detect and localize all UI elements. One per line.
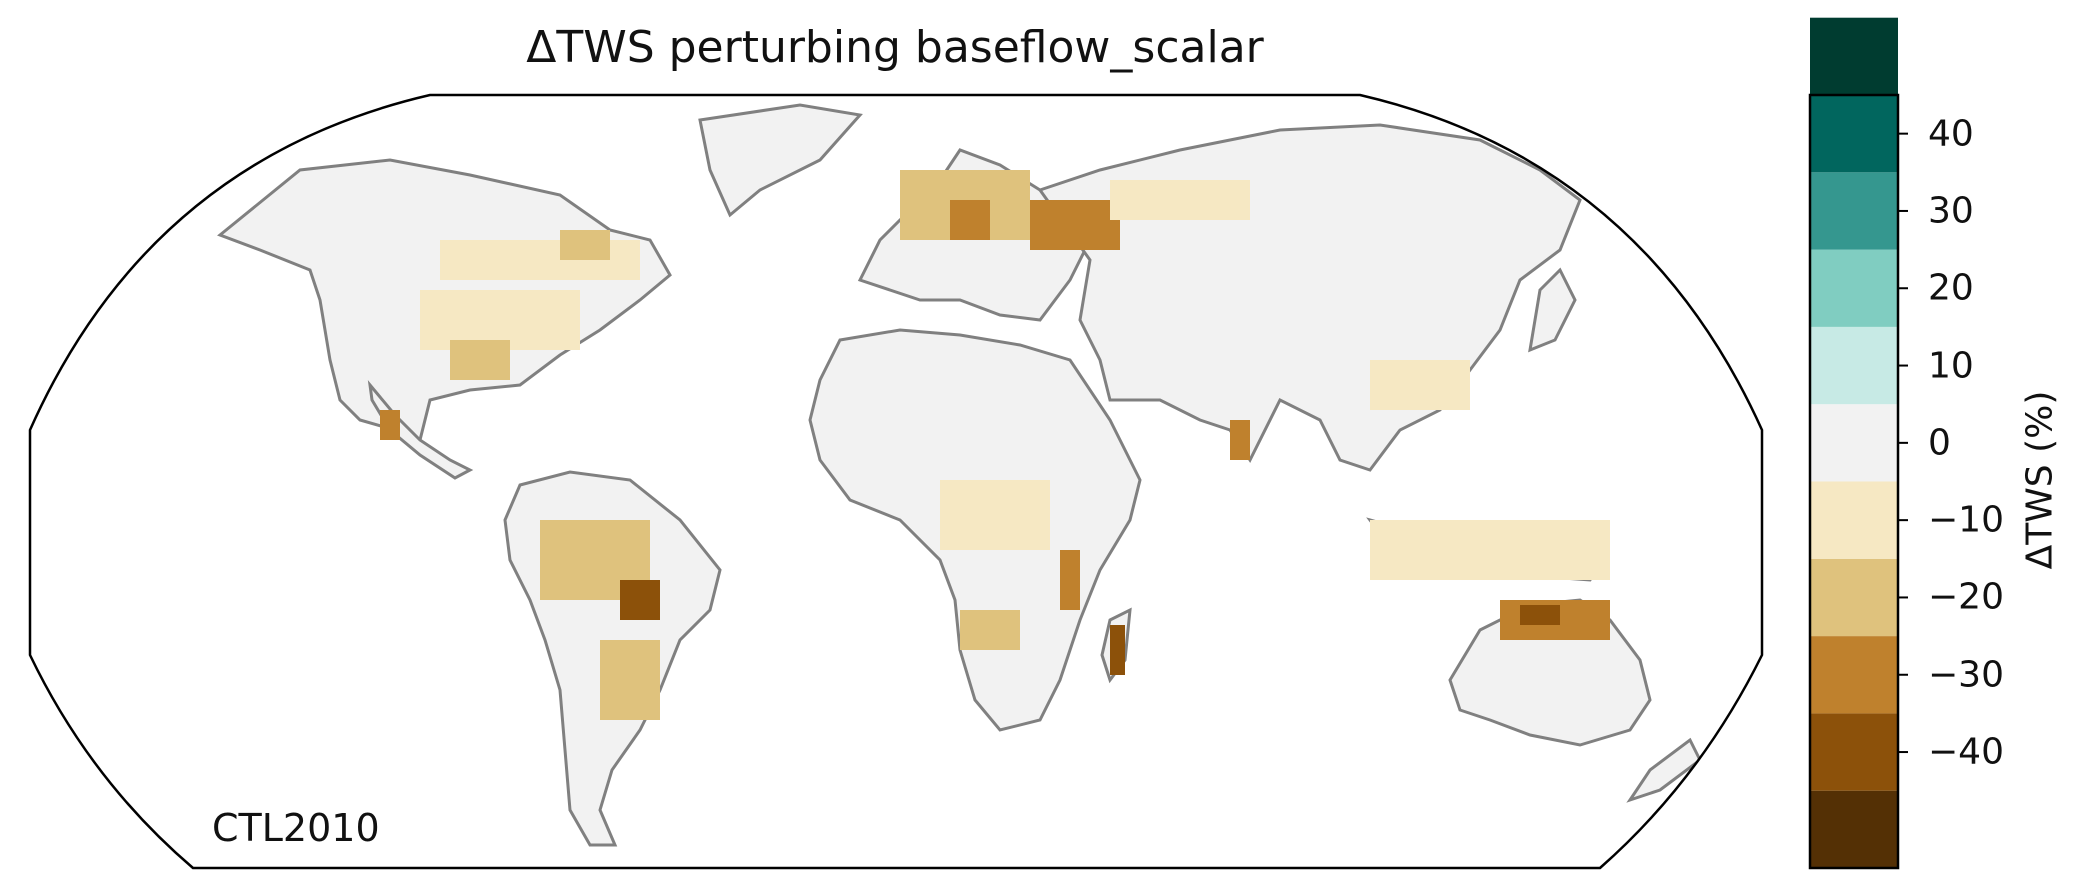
colorbar-bin	[1810, 404, 1898, 482]
anomaly-patch	[600, 640, 660, 720]
colorbar-bin	[1810, 790, 1898, 868]
colorbar-tick-label: 10	[1928, 345, 1974, 387]
colorbar-bin	[1810, 713, 1898, 791]
map-title: ΔTWS perturbing baseflow_scalar	[526, 22, 1264, 73]
colorbar-bin	[1810, 17, 1898, 96]
anomaly-patch	[1520, 605, 1560, 625]
map-content	[217, 103, 1702, 847]
colorbar-bin	[1810, 481, 1898, 559]
colorbar-bin	[1810, 558, 1898, 637]
land-greenland	[698, 103, 863, 218]
anomaly-patch	[380, 410, 400, 440]
map-boundary	[28, 93, 1764, 870]
experiment-label: CTL2010	[212, 806, 380, 850]
colorbar-tick-label: −40	[1928, 731, 2004, 773]
anomaly-patch	[1230, 420, 1250, 460]
colorbar-tick-label: 20	[1928, 267, 1974, 309]
colorbar-bin	[1810, 636, 1898, 714]
colorbar-bin	[1810, 95, 1898, 173]
colorbar-bin	[1810, 326, 1898, 405]
colorbar-tick-label: 0	[1928, 422, 1951, 464]
land-japan	[1528, 267, 1577, 353]
anomaly-patch	[1030, 200, 1120, 250]
colorbar-tick-label: 30	[1928, 190, 1974, 232]
colorbar-bin	[1810, 172, 1898, 250]
land-new-zealand	[1626, 737, 1702, 803]
colorbar-label: ΔTWS (%)	[2019, 390, 2061, 570]
anomaly-patch	[620, 580, 660, 620]
anomaly-patch	[1370, 360, 1470, 410]
anomaly-patch	[450, 340, 510, 380]
colorbar-tick-label: −10	[1928, 499, 2004, 541]
colorbar-tick-label: −30	[1928, 654, 2004, 696]
colorbar-tick-label: 40	[1928, 113, 1974, 155]
anomaly-patch	[1110, 625, 1125, 675]
anomaly-patch	[960, 610, 1020, 650]
anomaly-patch	[1110, 180, 1250, 220]
anomaly-patch	[950, 200, 990, 240]
anomaly-patches	[380, 170, 1610, 720]
anomaly-patch	[940, 480, 1050, 550]
colorbar-tick-label: −20	[1928, 576, 2004, 618]
anomaly-patch	[1060, 550, 1080, 610]
colorbar-frame	[1808, 93, 1900, 870]
anomaly-patch	[1370, 520, 1610, 580]
anomaly-patch	[560, 230, 610, 260]
land-asia	[1037, 123, 1582, 472]
colorbar-bin	[1810, 249, 1898, 327]
colorbar	[1808, 17, 1908, 870]
